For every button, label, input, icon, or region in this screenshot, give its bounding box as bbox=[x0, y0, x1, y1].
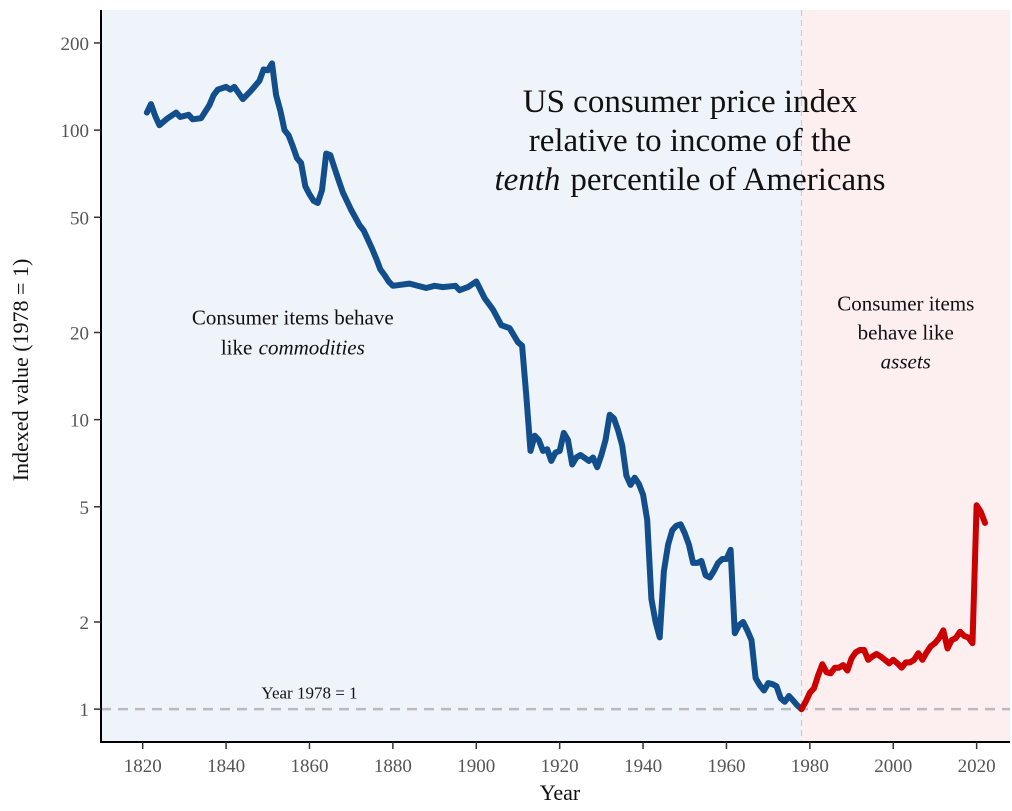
annotation: Consumer items behave bbox=[192, 305, 394, 329]
annotation: Year 1978 = 1 bbox=[261, 684, 357, 703]
annotation-run: commodities bbox=[259, 335, 365, 359]
annotation-run: assets bbox=[881, 349, 931, 373]
region-before bbox=[101, 10, 802, 742]
y-tick-label: 50 bbox=[70, 208, 89, 229]
x-tick-label: 1920 bbox=[541, 756, 579, 777]
chart-title-run: relative to income of the bbox=[529, 123, 852, 159]
x-tick-label: 1980 bbox=[791, 756, 829, 777]
annotation-run: Year 1978 = 1 bbox=[261, 684, 357, 703]
annotation: Consumer items bbox=[837, 291, 974, 315]
series-line bbox=[798, 502, 988, 713]
x-tick-label: 1880 bbox=[374, 756, 412, 777]
x-tick-label: 1940 bbox=[624, 756, 662, 777]
annotation-run: Consumer items bbox=[837, 291, 974, 315]
chart-title-run: tenth bbox=[494, 162, 560, 198]
annotation-run: behave like bbox=[858, 320, 954, 344]
y-tick-label: 2 bbox=[80, 613, 90, 634]
chart-title-run: percentile of Americans bbox=[570, 162, 885, 198]
x-tick-label: 1860 bbox=[290, 756, 328, 777]
annotation: behave like bbox=[858, 320, 954, 344]
x-tick-label: 1960 bbox=[707, 756, 745, 777]
background bbox=[101, 10, 1010, 742]
x-tick-label: 1820 bbox=[124, 756, 162, 777]
annotation-run: Consumer items behave bbox=[192, 305, 394, 329]
chart-title: relative to income of the bbox=[529, 123, 852, 159]
y-tick-label: 20 bbox=[70, 323, 89, 344]
annotation-run: like bbox=[221, 335, 253, 359]
x-tick-label: 2000 bbox=[874, 756, 912, 777]
y-tick-label: 10 bbox=[70, 411, 89, 432]
x-tick-label: 1840 bbox=[207, 756, 245, 777]
y-axis-label: Indexed value (1978 = 1) bbox=[8, 259, 33, 482]
annotation: like commodities bbox=[221, 335, 365, 359]
x-tick-label: 2020 bbox=[958, 756, 996, 777]
chart-title: US consumer price index bbox=[523, 84, 858, 120]
y-tick-label: 1 bbox=[80, 700, 90, 721]
y-tick-label: 5 bbox=[80, 498, 90, 519]
y-tick-label: 200 bbox=[61, 34, 90, 55]
series-line bbox=[143, 60, 805, 713]
y-tick-label: 100 bbox=[61, 121, 90, 142]
annotation: assets bbox=[881, 349, 931, 373]
chart-title-run: US consumer price index bbox=[523, 84, 858, 120]
x-axis-label: Year bbox=[540, 780, 581, 805]
x-tick-label: 1900 bbox=[457, 756, 495, 777]
chart-title: tenth percentile of Americans bbox=[494, 162, 885, 198]
plot-area bbox=[143, 60, 988, 713]
